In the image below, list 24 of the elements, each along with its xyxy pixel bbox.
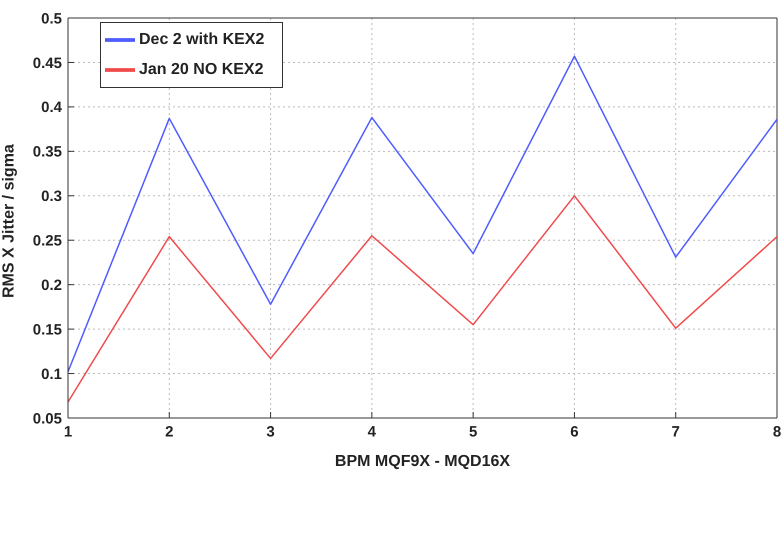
legend-label: Dec 2 with KEX2 [139,31,264,48]
y-tick-label: 0.4 [41,99,63,116]
x-tick-label: 7 [672,424,680,441]
x-tick-label: 6 [570,424,579,441]
y-tick-label: 0.2 [41,276,62,294]
x-axis-title: BPM MQF9X - MQD16X [334,453,510,470]
y-tick-label: 0.1 [41,366,62,383]
y-tick-label: 0.35 [32,144,62,161]
y-tick-label: 0.45 [32,54,62,72]
x-tick-label: 4 [368,424,377,441]
y-tick-label: 0.5 [41,10,62,28]
x-tick-label: 1 [64,424,72,441]
y-tick-label: 0.25 [32,232,62,250]
y-tick-label: 0.3 [41,188,62,206]
legend-label: Jan 20 NO KEX2 [139,61,264,78]
y-axis-title: RMS X Jitter / sigma [0,144,18,298]
x-tick-label: 3 [266,424,275,441]
x-tick-label: 2 [165,424,174,441]
x-tick-label: 8 [772,424,782,441]
line-series [68,55,777,373]
y-tick-label: 0.15 [32,321,62,338]
x-tick-label: 5 [468,424,478,441]
y-tick-label: 0.05 [32,410,62,428]
line-series [68,195,777,403]
